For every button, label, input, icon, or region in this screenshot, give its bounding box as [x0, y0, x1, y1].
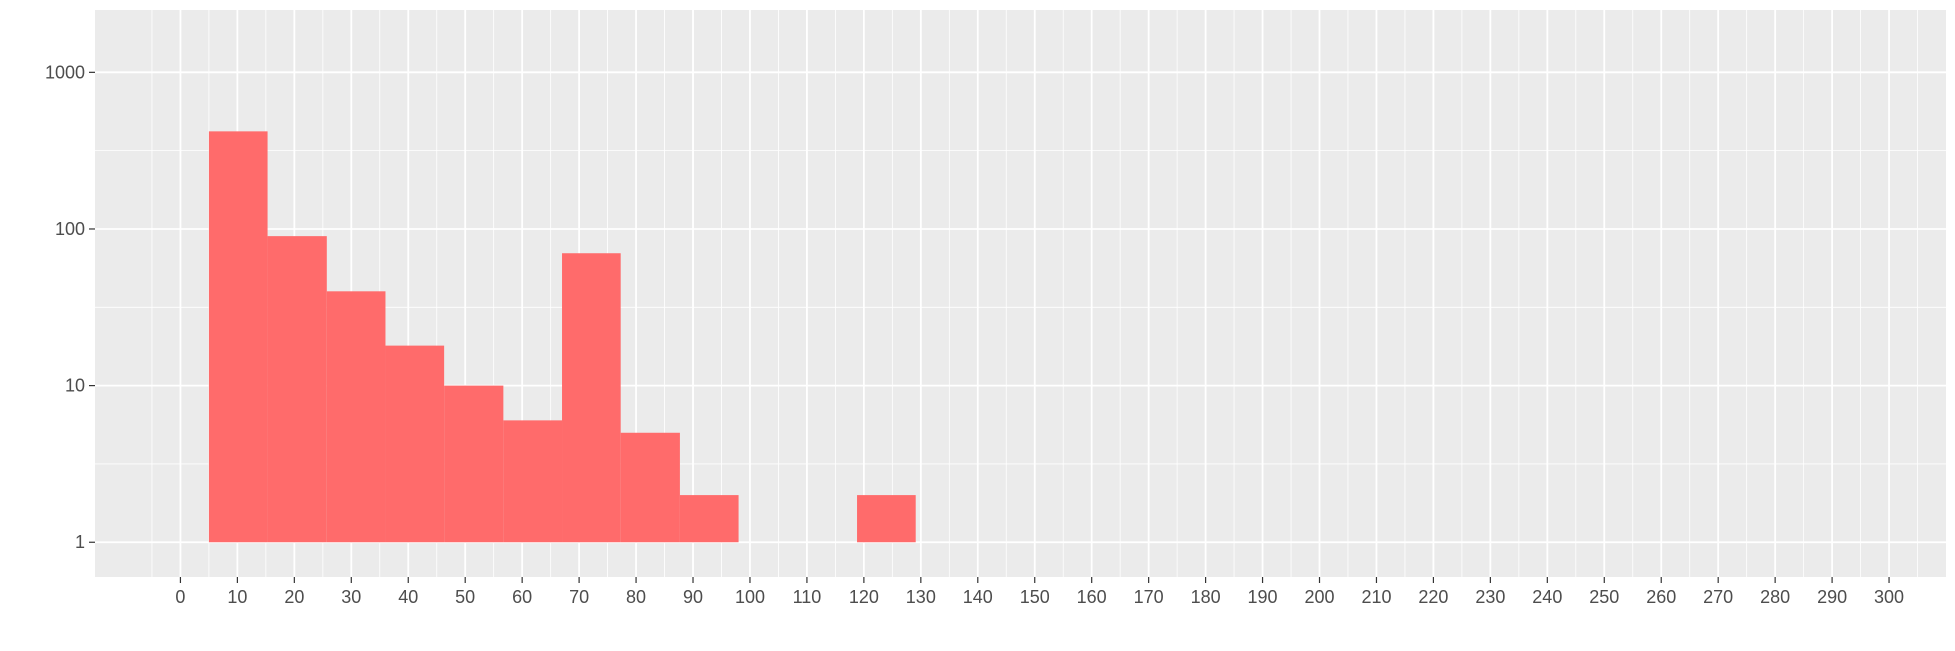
x-tick-label: 210 — [1361, 587, 1391, 607]
histogram-bar — [562, 253, 621, 543]
histogram-bar — [208, 131, 268, 543]
x-tick-label: 180 — [1191, 587, 1221, 607]
x-tick-label: 130 — [906, 587, 936, 607]
x-tick-label: 300 — [1874, 587, 1904, 607]
x-tick-label: 90 — [683, 587, 703, 607]
x-tick-label: 0 — [175, 587, 185, 607]
histogram-bar — [620, 432, 680, 543]
grid-minor — [95, 10, 1946, 577]
histogram-bar — [444, 385, 504, 543]
y-tick-label: 10 — [65, 376, 85, 396]
x-tick-label: 160 — [1077, 587, 1107, 607]
x-tick-label: 40 — [398, 587, 418, 607]
x-tick-label: 10 — [227, 587, 247, 607]
x-tick-label: 110 — [793, 587, 822, 607]
x-tick-label: 150 — [1020, 587, 1050, 607]
x-tick-label: 250 — [1589, 587, 1619, 607]
x-tick-label: 60 — [512, 587, 532, 607]
x-tick-label: 70 — [569, 587, 589, 607]
x-tick-label: 20 — [284, 587, 304, 607]
histogram-bar — [857, 495, 916, 543]
x-tick-label: 220 — [1418, 587, 1448, 607]
x-tick-label: 170 — [1134, 587, 1164, 607]
histogram-bar — [326, 291, 386, 543]
x-tick-label: 50 — [455, 587, 475, 607]
y-tick-label: 100 — [55, 219, 85, 239]
x-tick-label: 30 — [341, 587, 361, 607]
histogram-bar — [267, 236, 327, 543]
x-tick-label: 260 — [1646, 587, 1676, 607]
bars — [208, 131, 916, 543]
x-tick-label: 140 — [963, 587, 993, 607]
x-tick-label: 100 — [735, 587, 765, 607]
x-tick-label: 80 — [626, 587, 646, 607]
x-axis: 0 10 20 30 40 50 60 70 80 90 100 110 120 130 140 150 160… — [175, 577, 1904, 607]
y-tick-label: 1 — [75, 532, 85, 552]
x-tick-label: 230 — [1475, 587, 1505, 607]
x-tick-label: 200 — [1304, 587, 1334, 607]
histogram-bar — [385, 345, 445, 543]
x-tick-label: 120 — [849, 587, 879, 607]
x-tick-label: 190 — [1248, 587, 1278, 607]
histogram-bar — [679, 495, 739, 543]
y-axis: 1 10 100 1000 — [45, 62, 95, 552]
histogram-bar — [503, 420, 563, 543]
x-tick-label: 270 — [1703, 587, 1733, 607]
x-tick-label: 290 — [1817, 587, 1847, 607]
y-tick-label: 1000 — [45, 62, 85, 82]
x-tick-label: 280 — [1760, 587, 1790, 607]
x-tick-label: 240 — [1532, 587, 1562, 607]
